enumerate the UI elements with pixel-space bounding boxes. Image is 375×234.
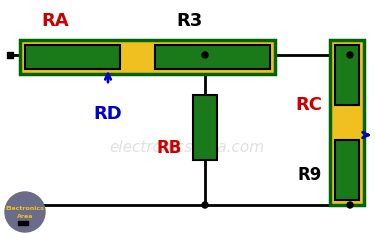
Circle shape bbox=[202, 52, 208, 58]
Bar bbox=[193, 95, 217, 160]
Bar bbox=[335, 45, 359, 105]
Circle shape bbox=[347, 52, 353, 58]
Text: electronicsarea.com: electronicsarea.com bbox=[110, 140, 265, 156]
Text: R3: R3 bbox=[177, 12, 203, 30]
Text: R9: R9 bbox=[298, 166, 322, 184]
Circle shape bbox=[5, 192, 45, 232]
Circle shape bbox=[202, 202, 208, 208]
Text: Electronics: Electronics bbox=[6, 206, 44, 212]
Text: RA: RA bbox=[41, 12, 69, 30]
Bar bbox=[20, 40, 275, 74]
Text: RD: RD bbox=[94, 105, 122, 123]
Text: Area: Area bbox=[17, 215, 33, 219]
Bar bbox=[25, 45, 120, 69]
Bar bbox=[335, 140, 359, 200]
Circle shape bbox=[347, 202, 353, 208]
Text: RC: RC bbox=[295, 96, 322, 114]
Text: RB: RB bbox=[157, 139, 182, 157]
Bar bbox=[18, 221, 28, 225]
Bar bbox=[330, 40, 364, 205]
Bar bbox=[155, 45, 270, 69]
